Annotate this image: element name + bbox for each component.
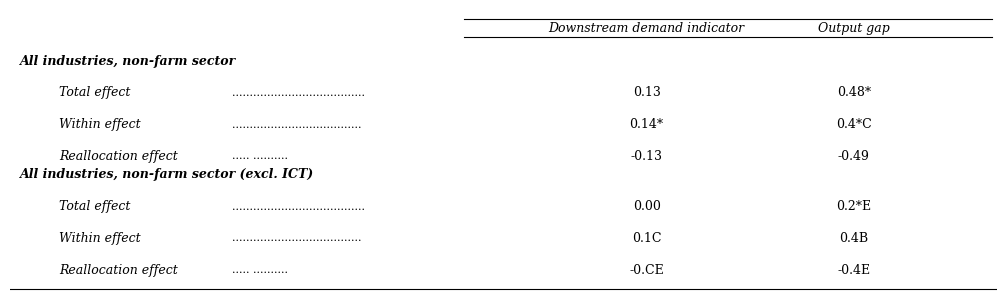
Text: 0.48*: 0.48* xyxy=(837,86,871,99)
Text: .....................................: ..................................... xyxy=(232,233,362,244)
Text: Downstream demand indicator: Downstream demand indicator xyxy=(549,22,744,35)
Text: 0.13: 0.13 xyxy=(632,86,661,99)
Text: -0.4E: -0.4E xyxy=(837,264,870,277)
Text: Within effect: Within effect xyxy=(59,232,141,245)
Text: All industries, non-farm sector (excl. ICT): All industries, non-farm sector (excl. I… xyxy=(20,168,314,181)
Text: .....................................: ..................................... xyxy=(232,120,362,130)
Text: 0.2*E: 0.2*E xyxy=(836,200,871,213)
Text: 0.1C: 0.1C xyxy=(631,232,662,245)
Text: -0.CE: -0.CE xyxy=(629,264,664,277)
Text: All industries, non-farm sector: All industries, non-farm sector xyxy=(20,55,237,68)
Text: -0.49: -0.49 xyxy=(838,150,870,163)
Text: Total effect: Total effect xyxy=(59,200,131,213)
Text: Within effect: Within effect xyxy=(59,118,141,131)
Text: Reallocation effect: Reallocation effect xyxy=(59,150,178,163)
Text: ......................................: ...................................... xyxy=(232,88,366,98)
Text: 0.4B: 0.4B xyxy=(839,232,868,245)
Text: -0.13: -0.13 xyxy=(630,150,663,163)
Text: ..... ..........: ..... .......... xyxy=(232,265,288,275)
Text: 0.00: 0.00 xyxy=(632,200,661,213)
Text: 0.14*: 0.14* xyxy=(629,118,664,131)
Text: Output gap: Output gap xyxy=(818,22,890,35)
Text: ..... ..........: ..... .......... xyxy=(232,151,288,162)
Text: Reallocation effect: Reallocation effect xyxy=(59,264,178,277)
Text: Total effect: Total effect xyxy=(59,86,131,99)
Text: ......................................: ...................................... xyxy=(232,202,366,212)
Text: 0.4*C: 0.4*C xyxy=(836,118,872,131)
